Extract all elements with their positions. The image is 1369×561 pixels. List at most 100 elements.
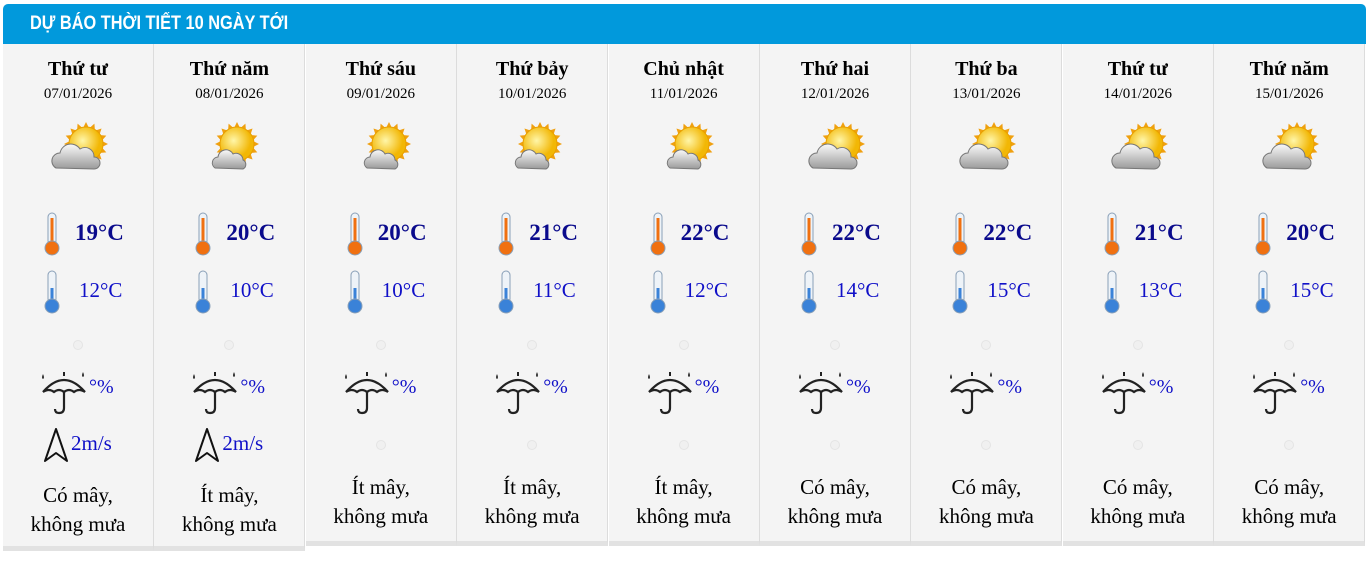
day-name: Thứ tư: [47, 58, 109, 80]
high-temp: 20°C: [1286, 220, 1335, 245]
rain-chance: °%: [846, 376, 871, 398]
low-temp: 15°C: [987, 278, 1031, 302]
placeholder-dot-icon: [224, 340, 235, 350]
umbrella-icon: [190, 370, 240, 421]
description-line-1: Có mây,: [1254, 475, 1325, 499]
umbrella-icon: [39, 370, 89, 421]
umbrella-icon: [645, 370, 695, 421]
low-temp: 12°C: [79, 278, 123, 302]
day-name: Thứ bảy: [495, 58, 569, 80]
day-card: Chủ nhật 11/01/2026 22°C 12°C °% Ít mây,…: [608, 44, 760, 546]
high-temp: 20°C: [226, 220, 276, 245]
forecast-header: DỰ BÁO THỜI TIẾT 10 NGÀY TỚI: [3, 4, 1366, 44]
day-date: 15/01/2026: [1255, 86, 1324, 102]
placeholder-dot-icon: [678, 340, 689, 350]
rain-chance: °%: [89, 376, 114, 398]
low-temp: 11°C: [533, 278, 576, 302]
wind-speed: 2m/s: [71, 431, 112, 455]
day-name: Thứ tư: [1107, 58, 1168, 80]
day-card: Thứ năm 08/01/2026 20°C 10°C °% 2m/s Ít …: [154, 44, 306, 551]
day-card: Thứ tư 14/01/2026 21°C 13°C °% Có mây, k…: [1062, 44, 1214, 546]
placeholder-dot-icon: [1284, 440, 1295, 450]
day-date: 11/01/2026: [649, 86, 718, 102]
description-line-1: Có mây,: [43, 483, 113, 507]
navigation-arrow-icon: [194, 427, 220, 469]
high-temp: 21°C: [1134, 220, 1184, 245]
high-temp: 22°C: [983, 220, 1033, 245]
rain-chance: °%: [997, 376, 1023, 398]
day-date: 09/01/2026: [346, 86, 415, 102]
placeholder-dot-icon: [527, 340, 538, 350]
sun-small-cloud-icon: [656, 122, 714, 178]
placeholder-dot-icon: [981, 340, 992, 350]
day-name: Chủ nhật: [643, 58, 724, 80]
umbrella-icon: [342, 370, 392, 421]
cloud-sun-icon: [807, 122, 865, 178]
low-temp: 14°C: [836, 278, 880, 302]
day-name: Thứ năm: [189, 58, 270, 80]
umbrella-icon: [796, 370, 846, 421]
placeholder-dot-icon: [73, 340, 83, 350]
placeholder-dot-icon: [375, 340, 386, 350]
description-line-1: Có mây,: [951, 475, 1022, 499]
day-date: 08/01/2026: [195, 86, 264, 102]
rain-chance: °%: [240, 376, 266, 398]
description-line-2: không mưa: [181, 512, 277, 536]
day-date: 14/01/2026: [1103, 86, 1172, 102]
day-card: Thứ năm 15/01/2026 20°C 15°C °% Có mây, …: [1214, 44, 1366, 546]
day-date: 12/01/2026: [800, 86, 870, 102]
description-line-2: không mưa: [30, 512, 126, 536]
placeholder-dot-icon: [527, 440, 538, 450]
description-line-1: Có mây,: [1102, 475, 1173, 499]
description-line-2: không mưa: [787, 504, 883, 528]
day-card: Thứ tư 07/01/2026 19°C 12°C °% 2m/s Có m…: [3, 44, 154, 551]
day-name: Thứ ba: [955, 58, 1018, 80]
cloud-sun-icon: [1110, 122, 1168, 178]
sun-small-cloud-icon: [504, 122, 563, 178]
description-line-2: không mưa: [636, 504, 731, 528]
description-line-1: Có mây,: [800, 475, 870, 499]
placeholder-dot-icon: [1132, 440, 1143, 450]
sun-small-cloud-icon: [201, 122, 260, 178]
cloud-sun-icon: [958, 122, 1017, 178]
day-card: Thứ ba 13/01/2026 22°C 15°C °% Có mây, k…: [911, 44, 1063, 546]
high-temp: 19°C: [75, 220, 124, 245]
placeholder-dot-icon: [830, 440, 840, 450]
sun-small-cloud-icon: [353, 122, 411, 178]
high-temp: 20°C: [377, 220, 427, 245]
description-line-1: Ít mây,: [503, 475, 562, 499]
placeholder-dot-icon: [1284, 340, 1295, 350]
forecast-title: DỰ BÁO THỜI TIẾT 10 NGÀY TỚI: [30, 13, 289, 34]
rain-chance: °%: [694, 376, 720, 398]
day-date: 13/01/2026: [952, 86, 1021, 102]
description-line-1: Ít mây,: [351, 475, 410, 499]
description-line-1: Ít mây,: [200, 483, 259, 507]
description-line-2: không mưa: [1090, 504, 1186, 528]
cloud-sun-icon: [50, 122, 108, 178]
day-name: Thứ năm: [1249, 58, 1329, 80]
description-line-2: không mưa: [1241, 504, 1337, 528]
description-line-2: không mưa: [333, 504, 429, 528]
day-card: Thứ bảy 10/01/2026 21°C 11°C °% Ít mây, …: [457, 44, 609, 546]
placeholder-dot-icon: [1132, 340, 1143, 350]
high-temp: 21°C: [529, 220, 578, 245]
day-date: 07/01/2026: [43, 86, 113, 102]
low-temp: 12°C: [684, 278, 728, 302]
umbrella-icon: [493, 370, 543, 421]
wind-speed: 2m/s: [222, 431, 264, 455]
placeholder-dot-icon: [678, 440, 689, 450]
day-name: Thứ hai: [800, 58, 870, 80]
high-temp: 22°C: [832, 220, 881, 245]
umbrella-icon: [1250, 370, 1300, 421]
description-line-1: Ít mây,: [654, 475, 713, 499]
description-line-2: không mưa: [484, 504, 580, 528]
day-card: Thứ hai 12/01/2026 22°C 14°C °% Có mây, …: [760, 44, 911, 546]
cloud-sun-icon: [1261, 122, 1320, 178]
rain-chance: °%: [391, 376, 417, 398]
day-date: 10/01/2026: [498, 86, 567, 102]
low-temp: 10°C: [230, 278, 274, 302]
high-temp: 22°C: [680, 220, 730, 245]
rain-chance: °%: [543, 376, 568, 398]
umbrella-icon: [1099, 370, 1149, 421]
umbrella-icon: [947, 370, 997, 421]
